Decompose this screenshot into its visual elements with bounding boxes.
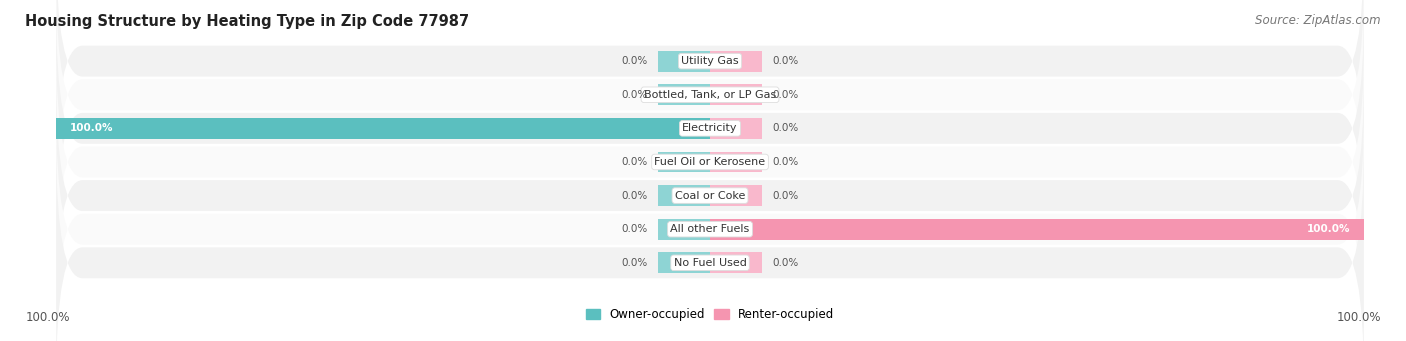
Text: Source: ZipAtlas.com: Source: ZipAtlas.com xyxy=(1256,14,1381,27)
Bar xyxy=(710,151,762,173)
FancyBboxPatch shape xyxy=(56,77,1364,315)
Text: 0.0%: 0.0% xyxy=(621,90,648,100)
Bar xyxy=(658,185,710,206)
Text: 100.0%: 100.0% xyxy=(69,123,112,133)
Bar xyxy=(658,84,710,105)
Bar xyxy=(710,84,762,105)
Text: 0.0%: 0.0% xyxy=(621,191,648,201)
Text: 0.0%: 0.0% xyxy=(772,258,799,268)
Text: Bottled, Tank, or LP Gas: Bottled, Tank, or LP Gas xyxy=(644,90,776,100)
Text: Electricity: Electricity xyxy=(682,123,738,133)
Text: Utility Gas: Utility Gas xyxy=(682,56,738,66)
Bar xyxy=(710,118,762,139)
Bar xyxy=(710,51,762,72)
Text: 0.0%: 0.0% xyxy=(621,224,648,234)
Bar xyxy=(658,219,710,240)
FancyBboxPatch shape xyxy=(56,9,1364,247)
Text: 0.0%: 0.0% xyxy=(772,157,799,167)
Text: 0.0%: 0.0% xyxy=(772,90,799,100)
Text: No Fuel Used: No Fuel Used xyxy=(673,258,747,268)
FancyBboxPatch shape xyxy=(56,0,1364,214)
Text: 100.0%: 100.0% xyxy=(1308,224,1351,234)
Text: 0.0%: 0.0% xyxy=(772,191,799,201)
Bar xyxy=(658,51,710,72)
Text: 0.0%: 0.0% xyxy=(621,258,648,268)
Text: 100.0%: 100.0% xyxy=(1336,311,1381,324)
Text: Coal or Coke: Coal or Coke xyxy=(675,191,745,201)
Text: Fuel Oil or Kerosene: Fuel Oil or Kerosene xyxy=(654,157,766,167)
Bar xyxy=(658,252,710,273)
Bar xyxy=(710,252,762,273)
Text: 100.0%: 100.0% xyxy=(25,311,70,324)
Bar xyxy=(658,151,710,173)
Text: 0.0%: 0.0% xyxy=(621,157,648,167)
Legend: Owner-occupied, Renter-occupied: Owner-occupied, Renter-occupied xyxy=(581,303,839,325)
FancyBboxPatch shape xyxy=(56,144,1364,341)
FancyBboxPatch shape xyxy=(56,110,1364,341)
Bar xyxy=(710,219,1364,240)
Text: All other Fuels: All other Fuels xyxy=(671,224,749,234)
Text: 0.0%: 0.0% xyxy=(772,123,799,133)
Text: 0.0%: 0.0% xyxy=(772,56,799,66)
Text: 0.0%: 0.0% xyxy=(621,56,648,66)
Bar xyxy=(710,185,762,206)
FancyBboxPatch shape xyxy=(56,43,1364,281)
Bar xyxy=(56,118,710,139)
Text: Housing Structure by Heating Type in Zip Code 77987: Housing Structure by Heating Type in Zip… xyxy=(25,14,470,29)
FancyBboxPatch shape xyxy=(56,0,1364,180)
